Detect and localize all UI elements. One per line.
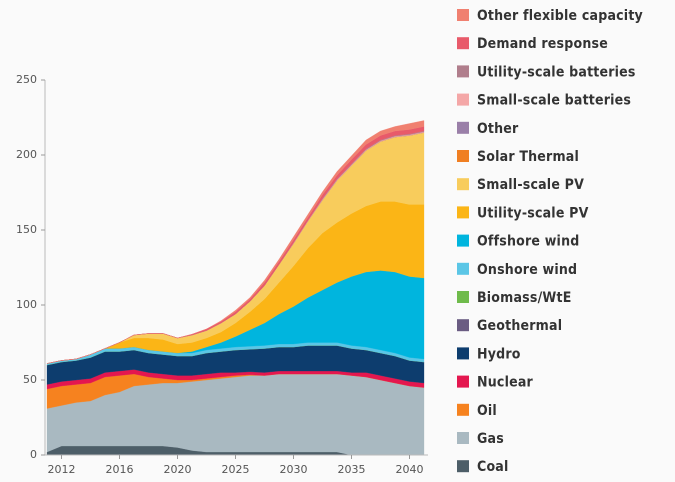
x-tick-label: 2040 — [396, 463, 424, 476]
legend-label: Other flexible capacity — [477, 8, 643, 24]
legend-swatch — [457, 206, 469, 219]
x-tick-label: 2025 — [222, 463, 250, 476]
y-tick-label: 100 — [16, 298, 37, 311]
x-tick-label: 2030 — [280, 463, 308, 476]
legend-swatch — [457, 234, 469, 247]
x-tick-label: 2035 — [338, 463, 366, 476]
legend-swatch — [457, 375, 469, 388]
legend-swatch — [457, 403, 469, 416]
legend-label: Utility-scale PV — [477, 205, 589, 221]
legend-label: Demand response — [477, 36, 608, 52]
legend-label: Small-scale PV — [477, 177, 584, 193]
legend-label: Onshore wind — [477, 262, 577, 278]
y-tick-label: 0 — [30, 448, 37, 461]
legend-label: Hydro — [477, 346, 521, 362]
legend-label: Gas — [477, 431, 504, 447]
y-tick-label: 150 — [16, 223, 37, 236]
legend-swatch — [457, 150, 469, 162]
area — [46, 120, 425, 364]
y-tick-label: 50 — [23, 373, 37, 386]
legend-swatch — [457, 432, 469, 444]
legend-swatch — [457, 262, 469, 275]
y-tick-label: 250 — [16, 73, 37, 86]
legend-swatch — [457, 65, 469, 78]
legend-swatch — [457, 9, 469, 21]
legend-swatch — [457, 347, 469, 360]
legend-swatch — [457, 291, 469, 303]
x-tick-label: 2020 — [164, 463, 192, 476]
legend-label: Solar Thermal — [477, 149, 579, 165]
legend-swatch — [457, 460, 469, 473]
legend-label: Nuclear — [477, 375, 534, 391]
legend-label: Utility-scale batteries — [477, 64, 636, 80]
legend-swatch — [457, 319, 469, 332]
legend-label: Geothermal — [477, 318, 562, 334]
legend-label: Other — [477, 121, 519, 137]
legend-swatch — [457, 121, 469, 134]
x-tick-label: 2016 — [106, 463, 134, 476]
y-tick-label: 200 — [16, 148, 37, 161]
x-tick-label: 2012 — [48, 463, 76, 476]
legend-label: Offshore wind — [477, 234, 579, 250]
legend-label: Coal — [477, 459, 509, 475]
legend-label: Oil — [477, 403, 497, 419]
legend-label: Small-scale batteries — [477, 93, 631, 109]
legend-swatch — [457, 178, 469, 191]
legend-swatch — [457, 37, 469, 50]
legend-swatch — [457, 93, 469, 106]
legend-label: Biomass/WtE — [477, 290, 572, 306]
